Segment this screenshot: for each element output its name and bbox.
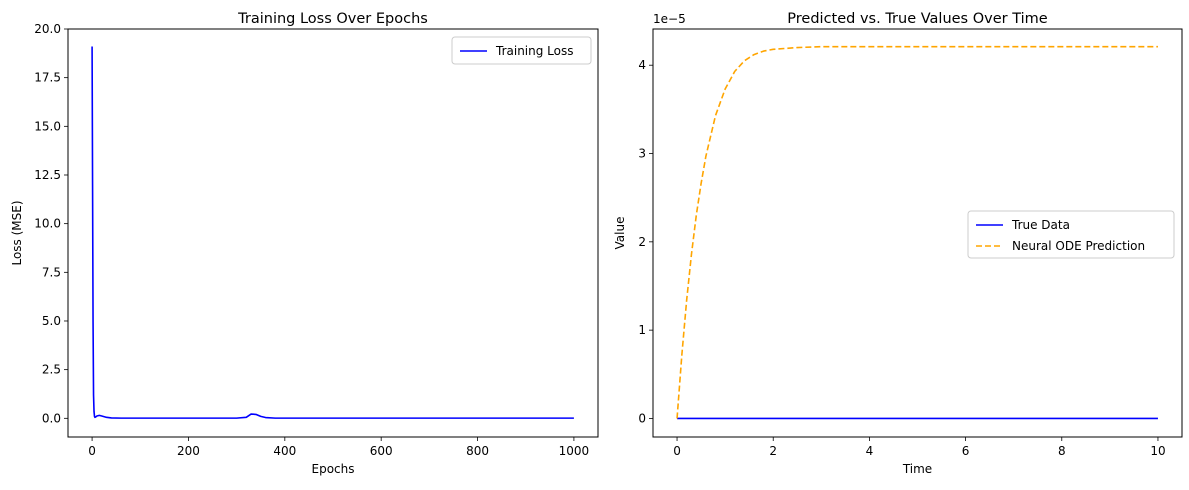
y-tick-label: 5.0	[42, 314, 61, 328]
y-tick-label: 4	[638, 58, 646, 72]
x-tick-label: 4	[866, 444, 874, 458]
legend-box	[967, 210, 1175, 259]
x-axis-label: Time	[902, 462, 932, 476]
plot-frame	[67, 28, 599, 438]
y-tick-label: 3	[638, 147, 646, 161]
y-axis-label: Loss (MSE)	[10, 200, 24, 265]
x-tick-label: 200	[177, 444, 200, 458]
legend-box	[451, 36, 592, 65]
y-tick-label: 0.0	[42, 411, 61, 425]
y-tick-label: 12.5	[34, 168, 61, 182]
y-tick-label: 7.5	[42, 265, 61, 279]
x-tick-label: 0	[673, 444, 681, 458]
x-axis-label: Epochs	[312, 462, 355, 476]
x-tick-label: 800	[466, 444, 489, 458]
x-tick-label: 400	[273, 444, 296, 458]
series-line-0	[91, 46, 574, 419]
x-tick-label: 8	[1058, 444, 1066, 458]
training-loss-chart: 0 200 400 600 800 1000 0.0 2.5 5.0 7.5 10.0 12.5 15.…	[10, 11, 599, 476]
y-tick-label: 1	[638, 323, 646, 337]
y-tick-label: 2.5	[42, 363, 61, 377]
y-tick-label: 10.0	[34, 217, 61, 231]
plot-frame	[652, 28, 1183, 438]
x-tick-label: 6	[962, 444, 970, 458]
y-axis-label: Value	[613, 217, 627, 250]
chart-title: Training Loss Over Epochs	[237, 11, 428, 27]
legend-label: Training Loss	[495, 44, 573, 58]
y-tick-label: 15.0	[34, 119, 61, 133]
y-tick-label: 20.0	[34, 22, 61, 36]
y-tick-label: 2	[638, 235, 646, 249]
legend-label: Neural ODE Prediction	[1012, 239, 1145, 253]
x-tick-label: 1000	[559, 444, 590, 458]
legend-label: True Data	[1011, 218, 1070, 232]
x-tick-label: 10	[1150, 444, 1165, 458]
chart-title: Predicted vs. True Values Over Time	[787, 11, 1047, 27]
x-tick-label: 0	[88, 444, 96, 458]
y-tick-label: 0	[638, 411, 646, 425]
prediction-chart: 0 2 4 6 8 10 0 1 2 3 4 Predicted vs. True Values Ov…	[613, 11, 1183, 476]
x-tick-label: 2	[769, 444, 777, 458]
y-tick-label: 17.5	[34, 71, 61, 85]
x-tick-label: 600	[370, 444, 393, 458]
y-scale-note: 1e−5	[653, 12, 686, 26]
